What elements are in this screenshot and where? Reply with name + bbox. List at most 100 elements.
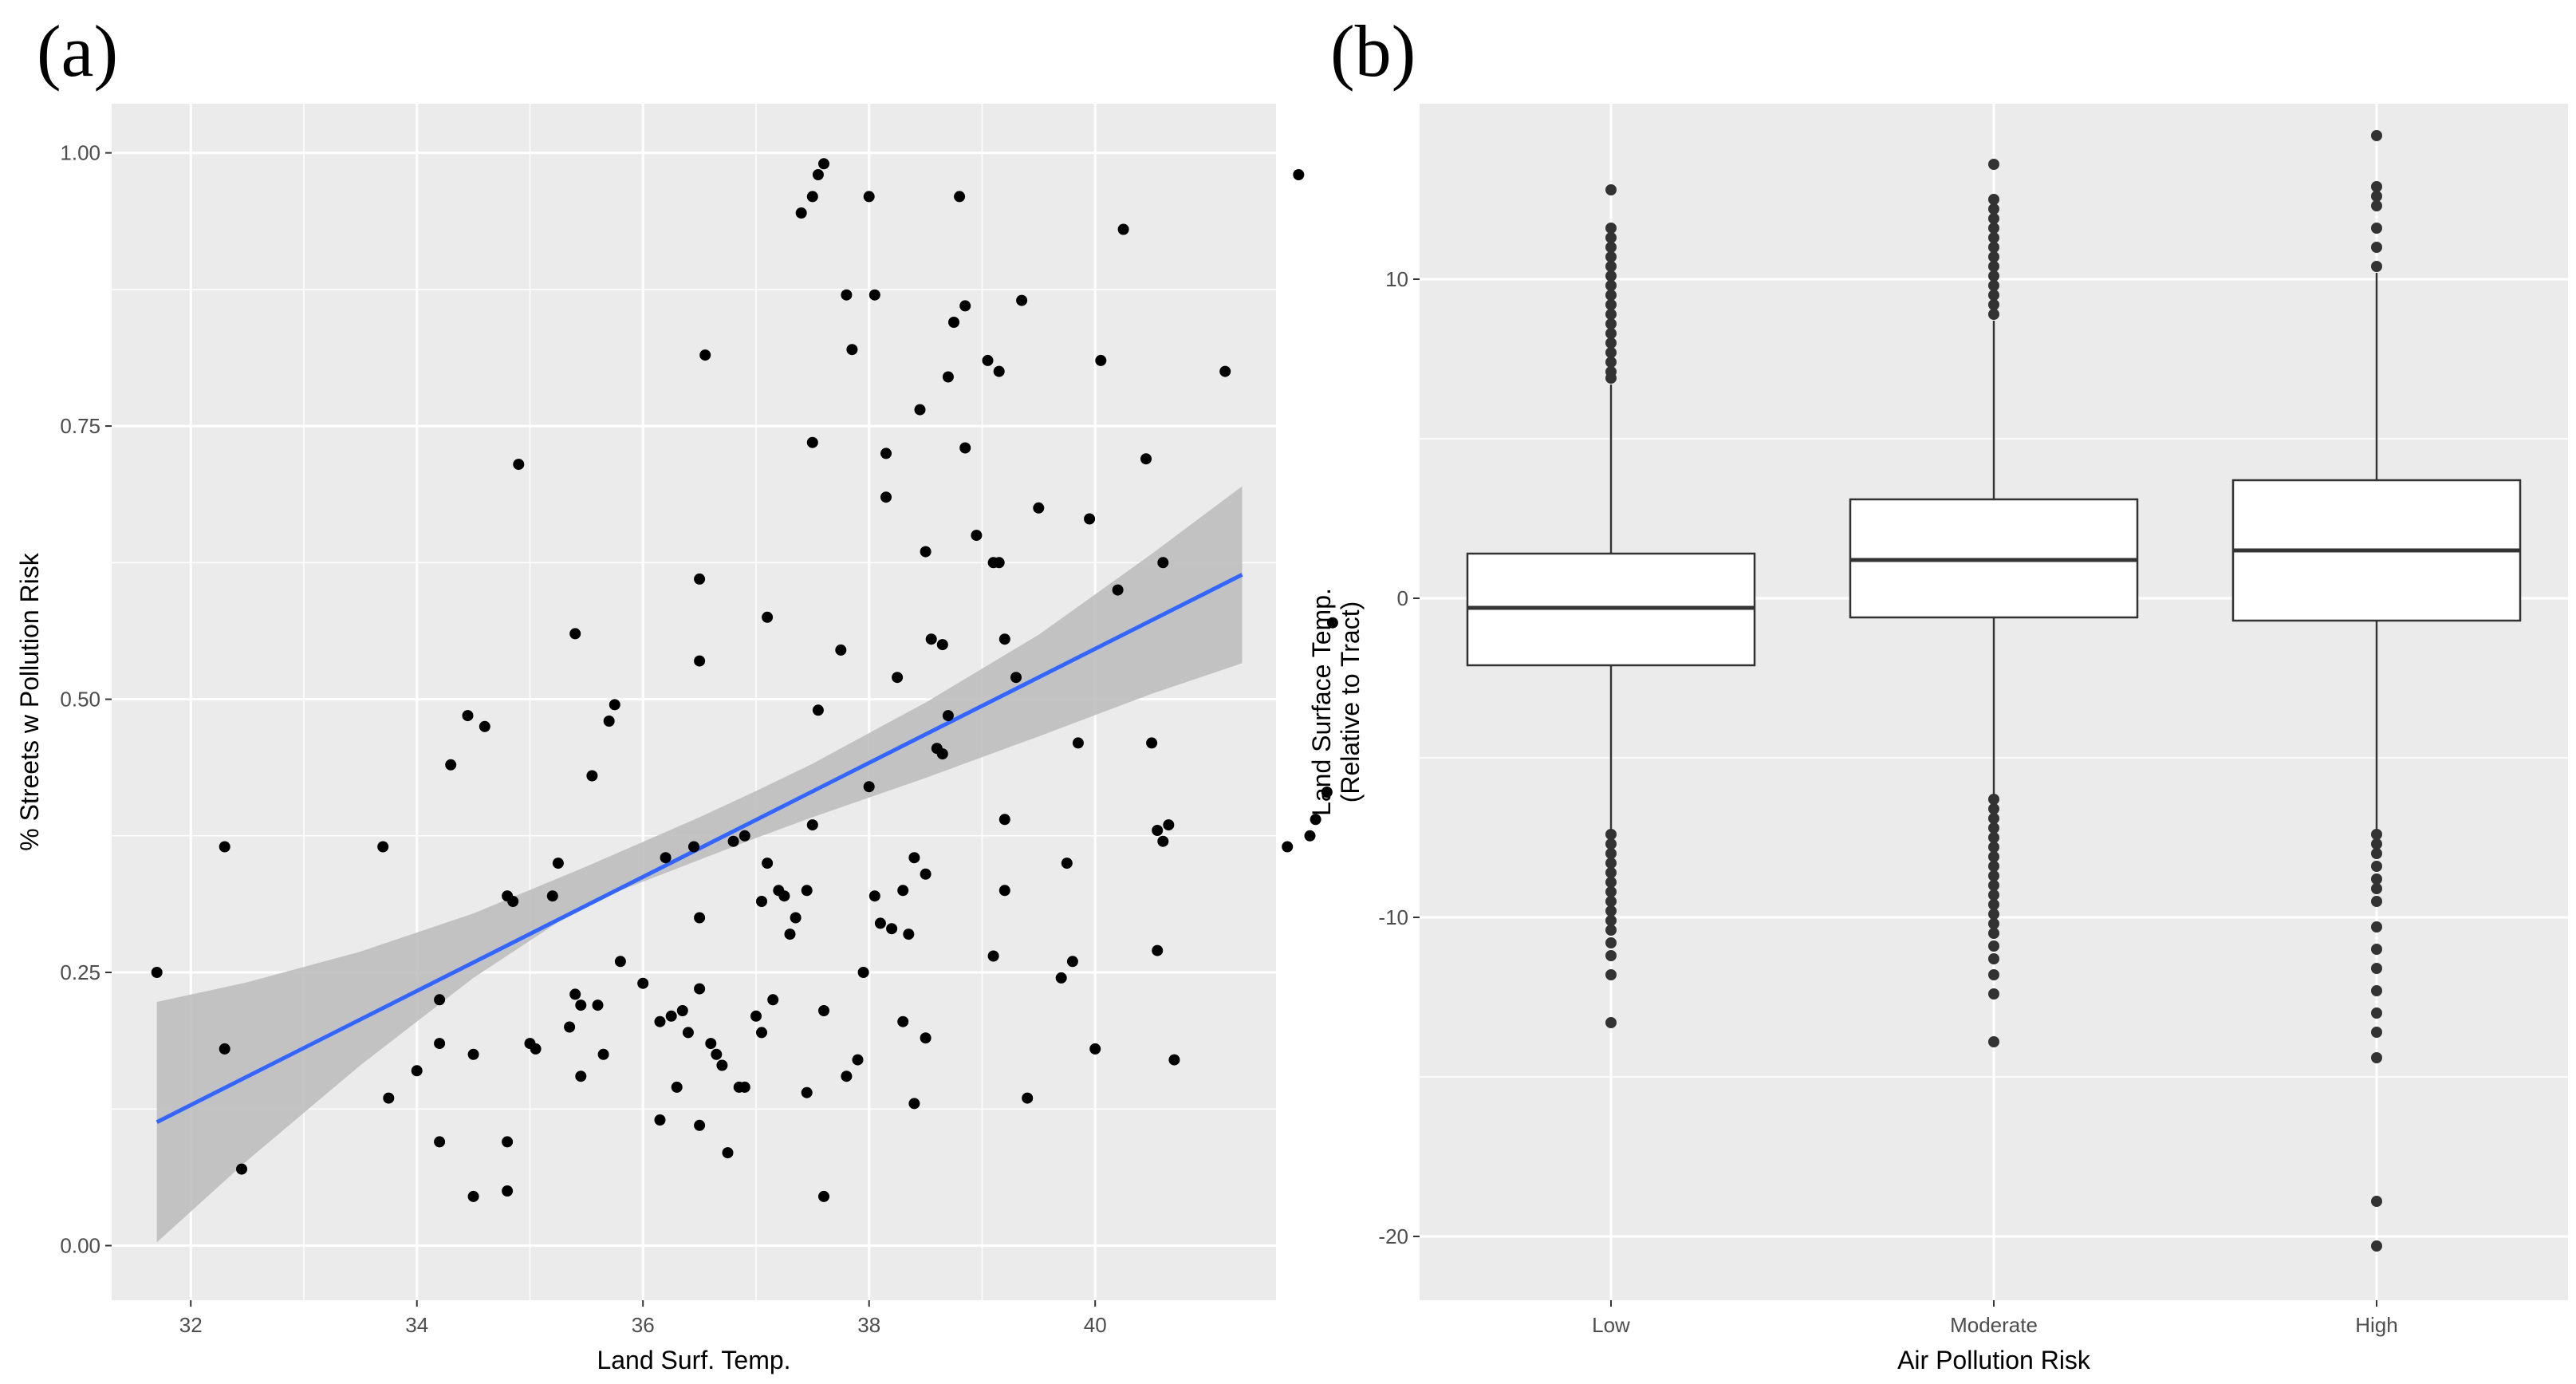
outlier-point	[2371, 838, 2382, 850]
box-low	[1466, 184, 1756, 1028]
outlier-point	[2371, 883, 2382, 894]
scatter-point	[727, 835, 739, 847]
scatter-point	[1140, 453, 1152, 465]
outlier-point	[1605, 357, 1617, 368]
scatter-point	[1072, 737, 1084, 749]
panel-a-scatter: (a) 32 34 36 38 40 0.00 0.25 0.50 0.75 1.00 Land…	[15, 10, 1338, 1374]
scatter-point	[705, 1038, 717, 1050]
scatter-point	[1117, 223, 1129, 235]
scatter-point	[936, 639, 948, 651]
panel-b-x-axis-title: Air Pollution Risk	[1897, 1346, 2091, 1374]
scatter-point	[462, 710, 474, 722]
scatter-point	[467, 1048, 479, 1060]
outlier-point	[1988, 861, 1999, 872]
scatter-point	[1095, 354, 1107, 366]
outlier-point	[1988, 194, 1999, 205]
scatter-point	[959, 300, 971, 312]
outlier-point	[2371, 223, 2382, 234]
scatter-point	[1033, 502, 1045, 514]
scatter-point	[722, 1147, 734, 1159]
x-tick-label: 32	[179, 1313, 203, 1337]
scatter-point	[1310, 814, 1321, 826]
scatter-point	[654, 1015, 666, 1027]
outlier-point	[1605, 937, 1617, 948]
scatter-point	[897, 885, 909, 897]
panel-b-x-axis: Low Moderate High	[1592, 1300, 2398, 1337]
scatter-point	[1304, 830, 1316, 842]
scatter-point	[569, 988, 581, 1000]
outlier-point	[1988, 213, 1999, 224]
outlier-point	[1988, 909, 1999, 920]
outlier-point	[1988, 880, 1999, 891]
scatter-point	[756, 896, 767, 907]
outlier-point	[1605, 877, 1617, 888]
outlier-point	[1988, 940, 1999, 952]
outlier-point	[2371, 191, 2382, 202]
scatter-point	[671, 1081, 683, 1093]
scatter-point	[479, 720, 490, 732]
scatter-point	[502, 1136, 514, 1148]
scatter-point	[806, 191, 818, 203]
scatter-point	[874, 917, 886, 929]
outlier-point	[1988, 918, 1999, 929]
outlier-point	[1988, 953, 1999, 964]
outlier-point	[1605, 950, 1617, 961]
scatter-points	[151, 158, 1338, 1202]
scatter-point	[886, 923, 898, 935]
scatter-point	[852, 1054, 864, 1066]
outlier-point	[1605, 838, 1617, 850]
outlier-point	[1605, 915, 1617, 926]
scatter-point	[1089, 1043, 1101, 1055]
outlier-point	[1605, 184, 1617, 195]
outlier-point	[1605, 318, 1617, 329]
box-high	[2231, 130, 2522, 1252]
outlier-point	[2371, 200, 2382, 211]
outlier-point	[1988, 794, 1999, 805]
scatter-point	[530, 1043, 542, 1055]
x-tick-label: 40	[1084, 1313, 1107, 1337]
scatter-point	[434, 1038, 446, 1050]
outlier-point	[2371, 181, 2382, 192]
scatter-point	[841, 1071, 853, 1082]
outlier-point	[1605, 242, 1617, 253]
scatter-point	[739, 830, 750, 842]
scatter-point	[942, 371, 954, 383]
scatter-point	[818, 158, 829, 170]
outlier-point	[1605, 858, 1617, 869]
outlier-point	[2371, 829, 2382, 840]
scatter-point	[993, 365, 1005, 377]
scatter-point	[1321, 787, 1333, 798]
x-tick-label-high: High	[2355, 1313, 2397, 1337]
outlier-point	[1988, 242, 1999, 253]
outlier-point	[2371, 896, 2382, 907]
outlier-point	[1988, 203, 1999, 215]
scatter-point	[920, 546, 932, 558]
scatter-point	[835, 644, 847, 656]
scatter-point	[936, 748, 948, 760]
outlier-point	[1605, 347, 1617, 358]
outlier-point	[1988, 803, 1999, 814]
outlier-point	[1605, 270, 1617, 282]
scatter-point	[575, 1000, 587, 1011]
outlier-point	[1605, 290, 1617, 301]
box-moderate	[1849, 159, 2139, 1047]
scatter-point	[908, 1098, 920, 1110]
scatter-point	[846, 344, 858, 356]
scatter-point	[383, 1092, 395, 1104]
scatter-point	[778, 890, 790, 902]
outlier-point	[1988, 261, 1999, 272]
scatter-point	[377, 841, 389, 853]
scatter-point	[869, 289, 880, 301]
scatter-point	[1152, 944, 1164, 956]
scatter-point	[699, 349, 711, 361]
panel-b-y-axis: -20 -10 0 10	[1378, 267, 1420, 1248]
outlier-point	[1988, 988, 1999, 1000]
outlier-point	[1988, 813, 1999, 824]
panel-b-boxplot: (b) Low Moderate High -20 -10 0 10 Air Pollut…	[1307, 10, 2568, 1374]
outlier-point	[1605, 829, 1617, 840]
outlier-point	[1988, 899, 1999, 910]
scatter-point	[654, 1114, 666, 1126]
scatter-point	[1010, 672, 1022, 684]
y-tick-label: 0.25	[60, 960, 100, 984]
outlier-point	[1988, 251, 1999, 262]
